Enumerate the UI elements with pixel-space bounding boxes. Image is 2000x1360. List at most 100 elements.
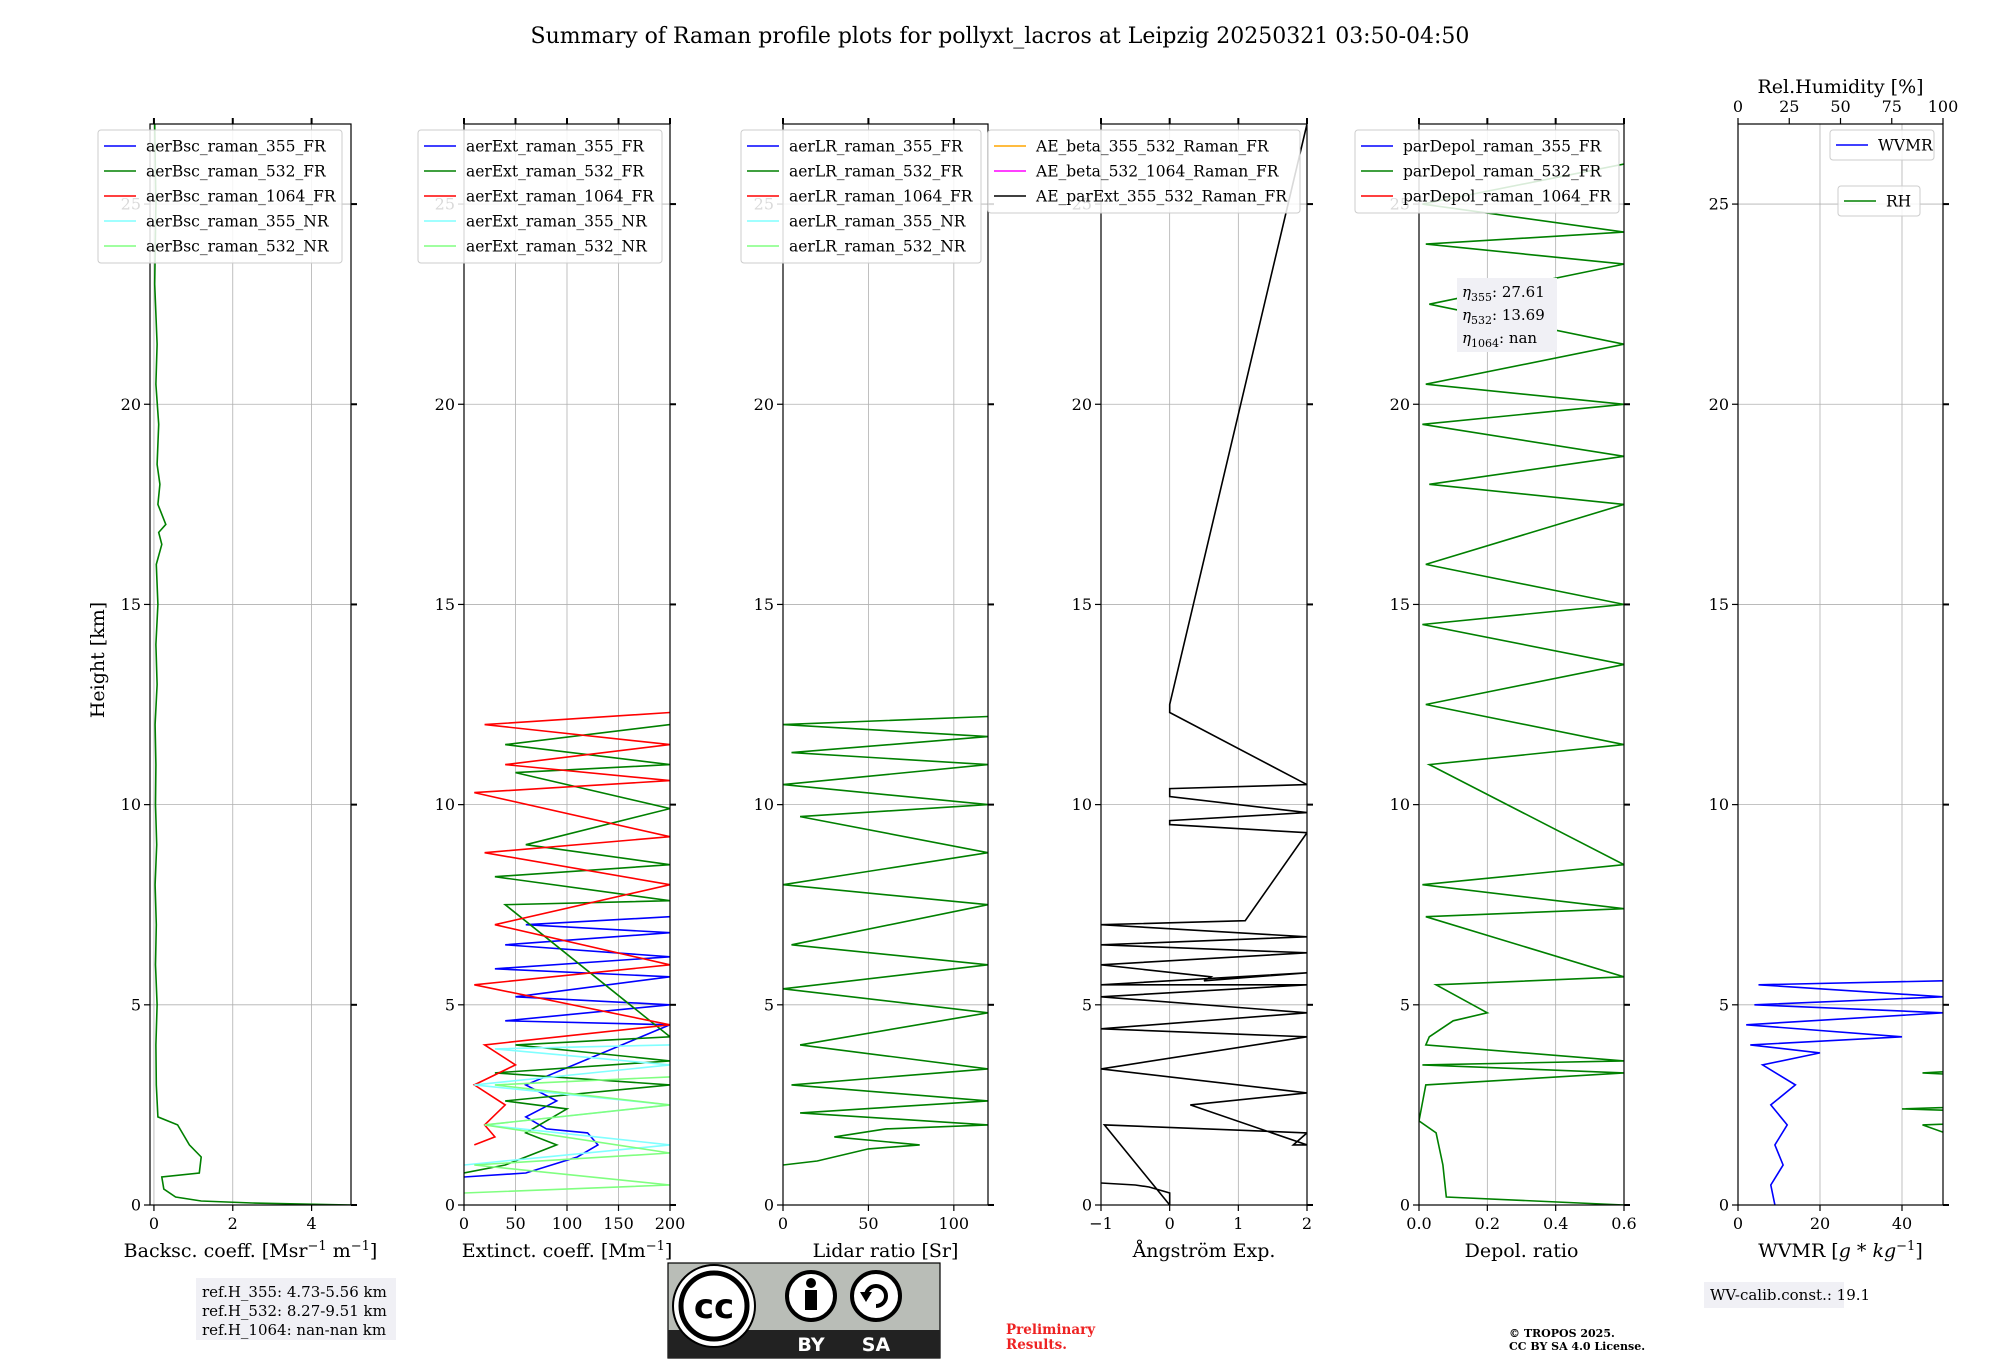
x-axis-label: Depol. ratio bbox=[1465, 1240, 1579, 1262]
y-tick-label: 10 bbox=[1072, 795, 1092, 814]
legend-label: aerBsc_raman_532_NR bbox=[146, 238, 330, 256]
wv-calib-const: WV-calib.const.: 19.1 bbox=[1710, 1286, 1870, 1304]
legend-label: aerLR_raman_532_FR bbox=[789, 163, 964, 181]
y-tick-label: 10 bbox=[435, 795, 455, 814]
legend-label: parDepol_raman_355_FR bbox=[1403, 138, 1603, 156]
y-tick-label: 15 bbox=[1709, 595, 1729, 614]
preliminary-text-1: Preliminary bbox=[1006, 1322, 1096, 1338]
y-tick-label: 0 bbox=[445, 1196, 455, 1215]
series-aerExt_raman_532_NR bbox=[464, 1076, 670, 1194]
top-x-tick-label: 100 bbox=[1928, 97, 1959, 116]
legend: parDepol_raman_355_FR parDepol_raman_532_… bbox=[1354, 129, 1620, 214]
x-tick-label: −1 bbox=[1089, 1214, 1113, 1233]
series-group bbox=[1746, 980, 1943, 1205]
y-tick-label: 10 bbox=[754, 795, 774, 814]
x-tick-label: 0.2 bbox=[1475, 1214, 1500, 1233]
y-tick-label: 10 bbox=[1390, 795, 1410, 814]
y-tick-label: 0 bbox=[131, 1196, 141, 1215]
legend-label: aerExt_raman_355_NR bbox=[466, 213, 648, 231]
cc-by-label: BY bbox=[797, 1334, 824, 1356]
series-parDepol_raman_532_FR bbox=[1419, 163, 1624, 1205]
panels: 0240510152025Backsc. coeff. [Msr−1 m−1]a… bbox=[97, 76, 1959, 1262]
y-tick-label: 0 bbox=[1719, 1196, 1729, 1215]
y-tick-label: 20 bbox=[121, 395, 141, 414]
x-tick-label: 20 bbox=[1810, 1214, 1830, 1233]
x-axis-label: Extinct. coeff. [Mm−1] bbox=[462, 1239, 673, 1262]
y-tick-label: 10 bbox=[121, 795, 141, 814]
series-aerExt_raman_355_FR bbox=[464, 915, 670, 1178]
x-tick-label: 50 bbox=[858, 1214, 878, 1233]
x-tick-label: 0.4 bbox=[1543, 1214, 1568, 1233]
axes-frame bbox=[1418, 123, 1625, 1206]
axes-frame bbox=[782, 123, 989, 1206]
top-x-tick-label: 25 bbox=[1779, 97, 1799, 116]
series-WVMR bbox=[1746, 980, 1943, 1205]
panel-water_vapor: 0 20 40 0 25 50 75 100 Rel.Humidity [%] 0 5 10 15 20 2… bbox=[1709, 76, 1959, 1262]
top-x-tick-label: 75 bbox=[1882, 97, 1902, 116]
legend-label: aerBsc_raman_532_FR bbox=[146, 163, 327, 181]
series-group bbox=[783, 715, 988, 1166]
y-tick-label: 15 bbox=[1390, 595, 1410, 614]
y-tick-label: 20 bbox=[435, 395, 455, 414]
y-tick-label: 5 bbox=[764, 995, 774, 1014]
series-AE_parExt_355_532_Raman_FR bbox=[1101, 124, 1307, 1205]
cc-logo-text: cc bbox=[694, 1287, 734, 1327]
wv-calibration-box: WV-calib.const.: 19.1 bbox=[1704, 1282, 1870, 1308]
legend-label: AE_beta_532_1064_Raman_FR bbox=[1035, 163, 1280, 181]
y-axis-label: Height [km] bbox=[87, 602, 109, 718]
panel-angstrom: −10120510152025Ångström Exp.AE_beta_355_… bbox=[987, 118, 1313, 1262]
y-tick-label: 5 bbox=[445, 995, 455, 1014]
panel-backscatter: 0240510152025Backsc. coeff. [Msr−1 m−1]a… bbox=[97, 118, 377, 1262]
figure-title: Summary of Raman profile plots for polly… bbox=[531, 24, 1470, 49]
legend: aerExt_raman_355_FR aerExt_raman_532_FRae… bbox=[417, 129, 663, 264]
eta-line: η355: 27.61 bbox=[1462, 283, 1545, 304]
series-group bbox=[1419, 163, 1624, 1205]
legend-label: aerBsc_raman_355_NR bbox=[146, 213, 330, 231]
legend-label: aerExt_raman_1064_FR bbox=[466, 188, 655, 206]
series-aerExt_raman_355_NR bbox=[464, 1044, 670, 1166]
x-axis-label: Lidar ratio [Sr] bbox=[813, 1240, 959, 1262]
cc-sa-label: SA bbox=[862, 1334, 891, 1356]
x-tick-label: 0.0 bbox=[1406, 1214, 1431, 1233]
reference-heights-box: ref.H_355: 4.73-5.56 km ref.H_532: 8.27-… bbox=[196, 1278, 396, 1340]
y-tick-label: 15 bbox=[121, 595, 141, 614]
x-tick-label: 100 bbox=[939, 1214, 970, 1233]
x-tick-label: 50 bbox=[505, 1214, 525, 1233]
legend-label: aerLR_raman_1064_FR bbox=[789, 188, 974, 206]
top-x-axis-label: Rel.Humidity [%] bbox=[1757, 76, 1923, 98]
x-tick-label: 200 bbox=[655, 1214, 686, 1233]
copyright-line-2: CC BY SA 4.0 License. bbox=[1509, 1340, 1645, 1353]
series-RH bbox=[1901, 1071, 1943, 1134]
panel-depolarization: 0.00.20.40.60510152025Depol. ratioparDep… bbox=[1354, 118, 1637, 1262]
y-tick-label: 5 bbox=[1719, 995, 1729, 1014]
cc-license-logo: cc BY SA bbox=[667, 1262, 941, 1359]
axes-frame bbox=[1100, 123, 1308, 1206]
series-aerBsc_raman_532_FR bbox=[153, 124, 351, 1205]
x-tick-label: 1 bbox=[1233, 1214, 1243, 1233]
x-tick-label: 4 bbox=[306, 1214, 316, 1233]
ref-h-532: ref.H_532: 8.27-9.51 km bbox=[202, 1302, 387, 1320]
legend-label: parDepol_raman_532_FR bbox=[1403, 163, 1603, 181]
x-tick-label: 0 bbox=[1733, 1214, 1743, 1233]
panel-lidar_ratio: 0501000510152025Lidar ratio [Sr]aerLR_ra… bbox=[740, 118, 994, 1262]
top-x-tick-label: 50 bbox=[1830, 97, 1850, 116]
legend: AE_beta_355_532_Raman_FR AE_beta_532_1064… bbox=[987, 129, 1301, 214]
ref-h-1064: ref.H_1064: nan-nan km bbox=[202, 1321, 386, 1339]
copyright-line-1: © TROPOS 2025. bbox=[1509, 1327, 1615, 1340]
legend-label: aerExt_raman_532_FR bbox=[466, 163, 645, 181]
ref-h-355: ref.H_355: 4.73-5.56 km bbox=[202, 1283, 387, 1301]
y-tick-label: 15 bbox=[754, 595, 774, 614]
series-group bbox=[464, 711, 670, 1194]
legend-label: aerLR_raman_355_NR bbox=[789, 213, 967, 231]
x-tick-label: 2 bbox=[1302, 1214, 1312, 1233]
y-tick-label: 10 bbox=[1709, 795, 1729, 814]
panel-extinction: 0501001502000510152025Extinct. coeff. [M… bbox=[417, 118, 686, 1262]
y-tick-label: 20 bbox=[1390, 395, 1410, 414]
y-tick-label: 25 bbox=[1709, 195, 1729, 214]
x-axis-label: Ångström Exp. bbox=[1132, 1240, 1276, 1262]
legend: aerLR_raman_355_FR aerLR_raman_532_FR aerL… bbox=[740, 129, 982, 264]
legend-label: aerBsc_raman_355_FR bbox=[146, 138, 327, 156]
legend-label: WVMR bbox=[1878, 137, 1934, 155]
x-axis-label: WVMR [g * kg−1] bbox=[1758, 1239, 1922, 1262]
y-tick-label: 5 bbox=[1400, 995, 1410, 1014]
